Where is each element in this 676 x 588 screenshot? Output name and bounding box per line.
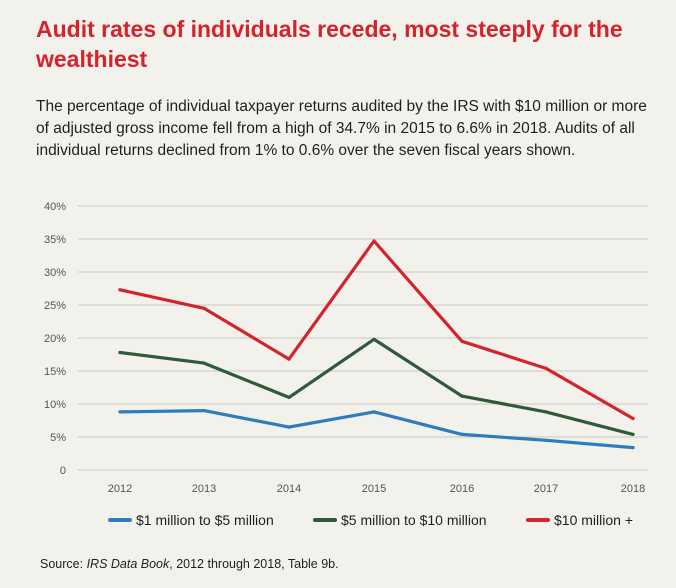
data-point-s3-2017: [544, 366, 548, 370]
y-tick-label: 0: [60, 465, 66, 477]
data-point-s2-2015: [372, 337, 376, 341]
data-point-s1-2015: [372, 410, 376, 414]
data-point-s3-2014: [287, 357, 291, 361]
data-point-s2-2014: [287, 395, 291, 399]
source-note: Source: IRS Data Book, 2012 through 2018…: [40, 557, 339, 571]
data-point-s1-2013: [202, 409, 206, 413]
legend-label-1: $1 million to $5 million: [136, 512, 274, 528]
y-tick-label: 15%: [44, 366, 66, 378]
x-tick-label: 2013: [192, 483, 216, 495]
y-tick-label: 5%: [50, 432, 66, 444]
data-point-s2-2013: [202, 361, 206, 365]
x-tick-label: 2012: [108, 483, 132, 495]
legend-label-2: $5 million to $10 million: [341, 512, 487, 528]
data-point-s1-2016: [460, 432, 464, 436]
data-point-s1-2018: [631, 446, 635, 450]
x-tick-label: 2018: [621, 483, 645, 495]
series-line-2: [118, 337, 635, 436]
data-point-s2-2012: [118, 350, 122, 355]
x-tick-label: 2016: [450, 483, 474, 495]
data-point-s3-2016: [460, 339, 464, 343]
series-line-3: [118, 239, 635, 421]
source-prefix: Source:: [40, 557, 87, 571]
x-tick-label: 2015: [362, 483, 386, 495]
y-tick-label: 30%: [44, 267, 66, 279]
x-tick-label: 2014: [277, 483, 301, 495]
x-tick-label: 2017: [534, 483, 558, 495]
chart-subtitle: The percentage of individual taxpayer re…: [36, 98, 647, 159]
data-point-s3-2015: [372, 239, 376, 243]
source-publication: IRS Data Book: [86, 557, 170, 571]
y-tick-label: 20%: [44, 333, 66, 345]
data-point-s1-2014: [287, 425, 291, 429]
line-chart: 0 5% 10% 15% 20% 25% 30% 35% 40% 2012 2013 2014 2015…: [44, 201, 648, 528]
y-tick-label: 25%: [44, 300, 66, 312]
source-suffix: , 2012 through 2018, Table 9b.: [169, 557, 339, 571]
data-point-s3-2013: [202, 306, 206, 310]
data-point-s1-2012: [118, 410, 122, 414]
data-point-s2-2017: [544, 410, 548, 414]
y-tick-label: 35%: [44, 234, 66, 246]
y-tick-label: 10%: [44, 399, 66, 411]
data-point-s3-2018: [631, 416, 635, 421]
data-point-s3-2012: [118, 288, 122, 292]
data-point-s1-2017: [544, 438, 548, 442]
chart-title: Audit rates of individuals recede, most …: [36, 16, 623, 72]
legend-label-3: $10 million +: [554, 512, 633, 528]
data-point-s2-2018: [631, 432, 635, 436]
y-tick-label: 40%: [44, 201, 66, 213]
data-point-s2-2016: [460, 394, 464, 398]
